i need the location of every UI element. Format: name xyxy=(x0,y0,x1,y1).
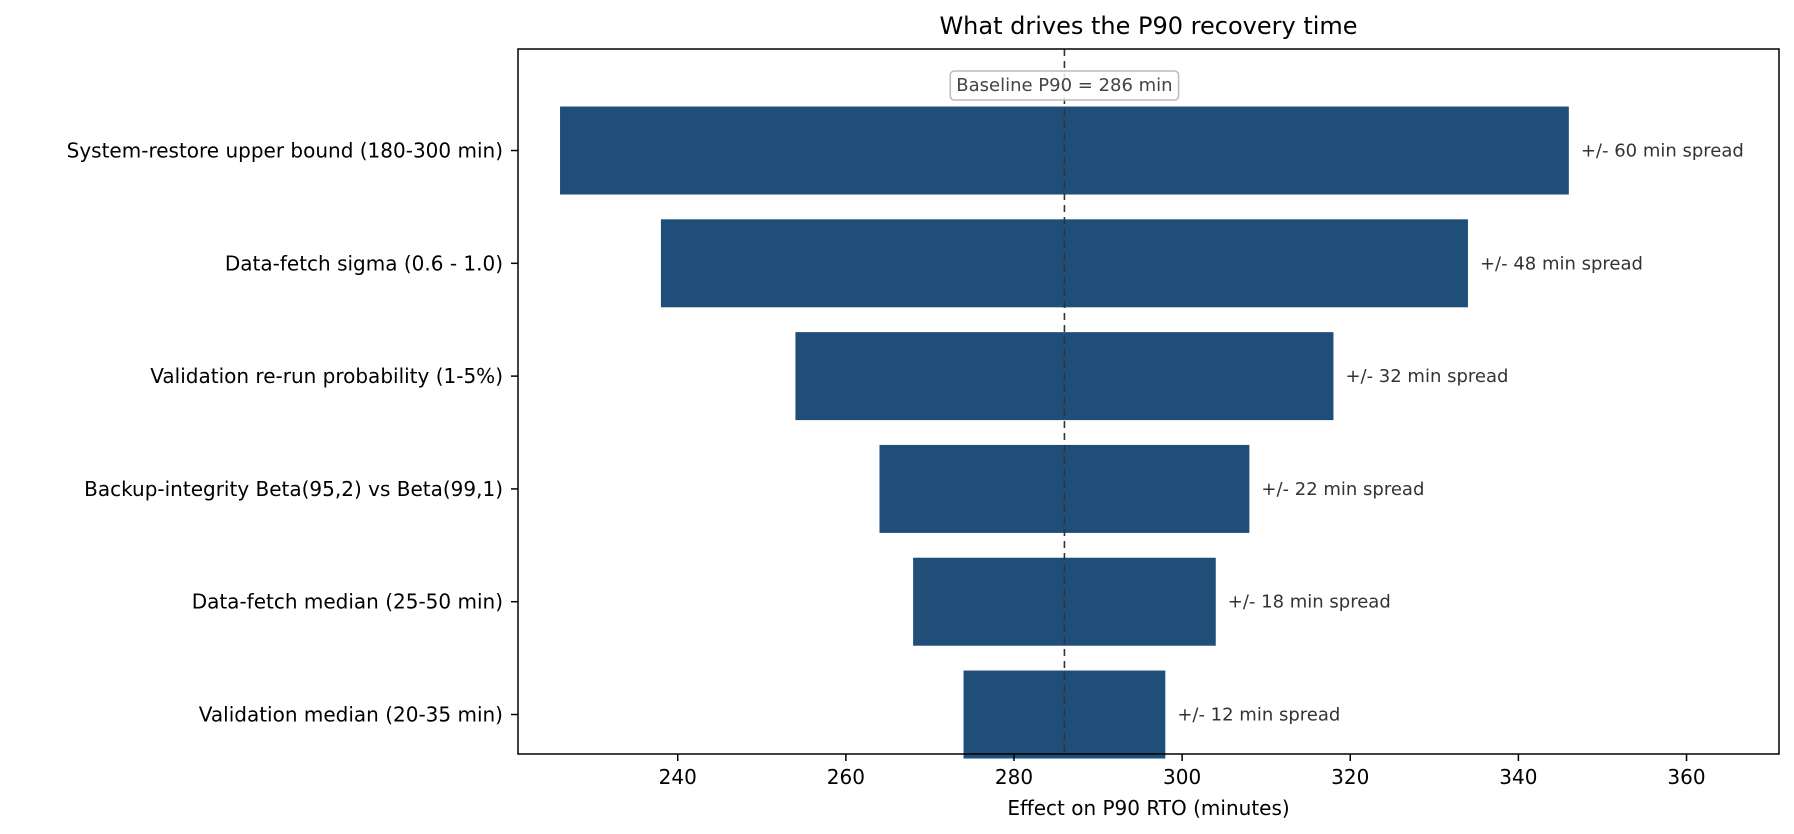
baseline-annotation: Baseline P90 = 286 min xyxy=(949,70,1180,101)
x-tick-label: 360 xyxy=(1667,765,1705,789)
category-label: Data-fetch median (25-50 min) xyxy=(192,590,503,614)
category-label: Data-fetch sigma (0.6 - 1.0) xyxy=(225,251,503,275)
baseline-annotation-text: Baseline P90 = 286 min xyxy=(956,75,1172,96)
spread-annotation: +/- 22 min spread xyxy=(1261,479,1424,500)
x-axis-label: Effect on P90 RTO (minutes) xyxy=(1007,796,1289,820)
plot-frame xyxy=(517,48,1780,755)
x-tick-label: 320 xyxy=(1331,765,1369,789)
spread-annotation: +/- 60 min spread xyxy=(1581,141,1744,162)
category-labels: System-restore upper bound (180-300 min)… xyxy=(67,139,503,727)
x-tick-label: 280 xyxy=(995,765,1033,789)
x-tick-label: 260 xyxy=(827,765,865,789)
spread-annotation: +/- 48 min spread xyxy=(1480,253,1643,274)
x-tick-label: 340 xyxy=(1499,765,1537,789)
spread-annotations: +/- 60 min spread +/- 48 min spread +/- 32… xyxy=(1177,141,1744,726)
x-tick-label: 300 xyxy=(1163,765,1201,789)
spread-annotation: +/- 18 min spread xyxy=(1228,592,1391,613)
x-tick-label: 240 xyxy=(659,765,697,789)
category-label: System-restore upper bound (180-300 min) xyxy=(67,139,503,163)
spread-annotation: +/- 12 min spread xyxy=(1177,705,1340,726)
category-label: Backup-integrity Beta(95,2) vs Beta(99,1… xyxy=(84,477,503,501)
spread-annotation: +/- 32 min spread xyxy=(1345,366,1508,387)
baseline-annotation-box xyxy=(949,70,1180,101)
x-axis: 240 260 280 300 320 340 360 xyxy=(659,754,1706,789)
category-label: Validation re-run probability (1-5%) xyxy=(150,364,503,388)
chart-title: What drives the P90 recovery time xyxy=(939,12,1357,40)
category-label: Validation median (20-35 min) xyxy=(199,703,503,727)
y-axis-ticks xyxy=(511,149,518,716)
